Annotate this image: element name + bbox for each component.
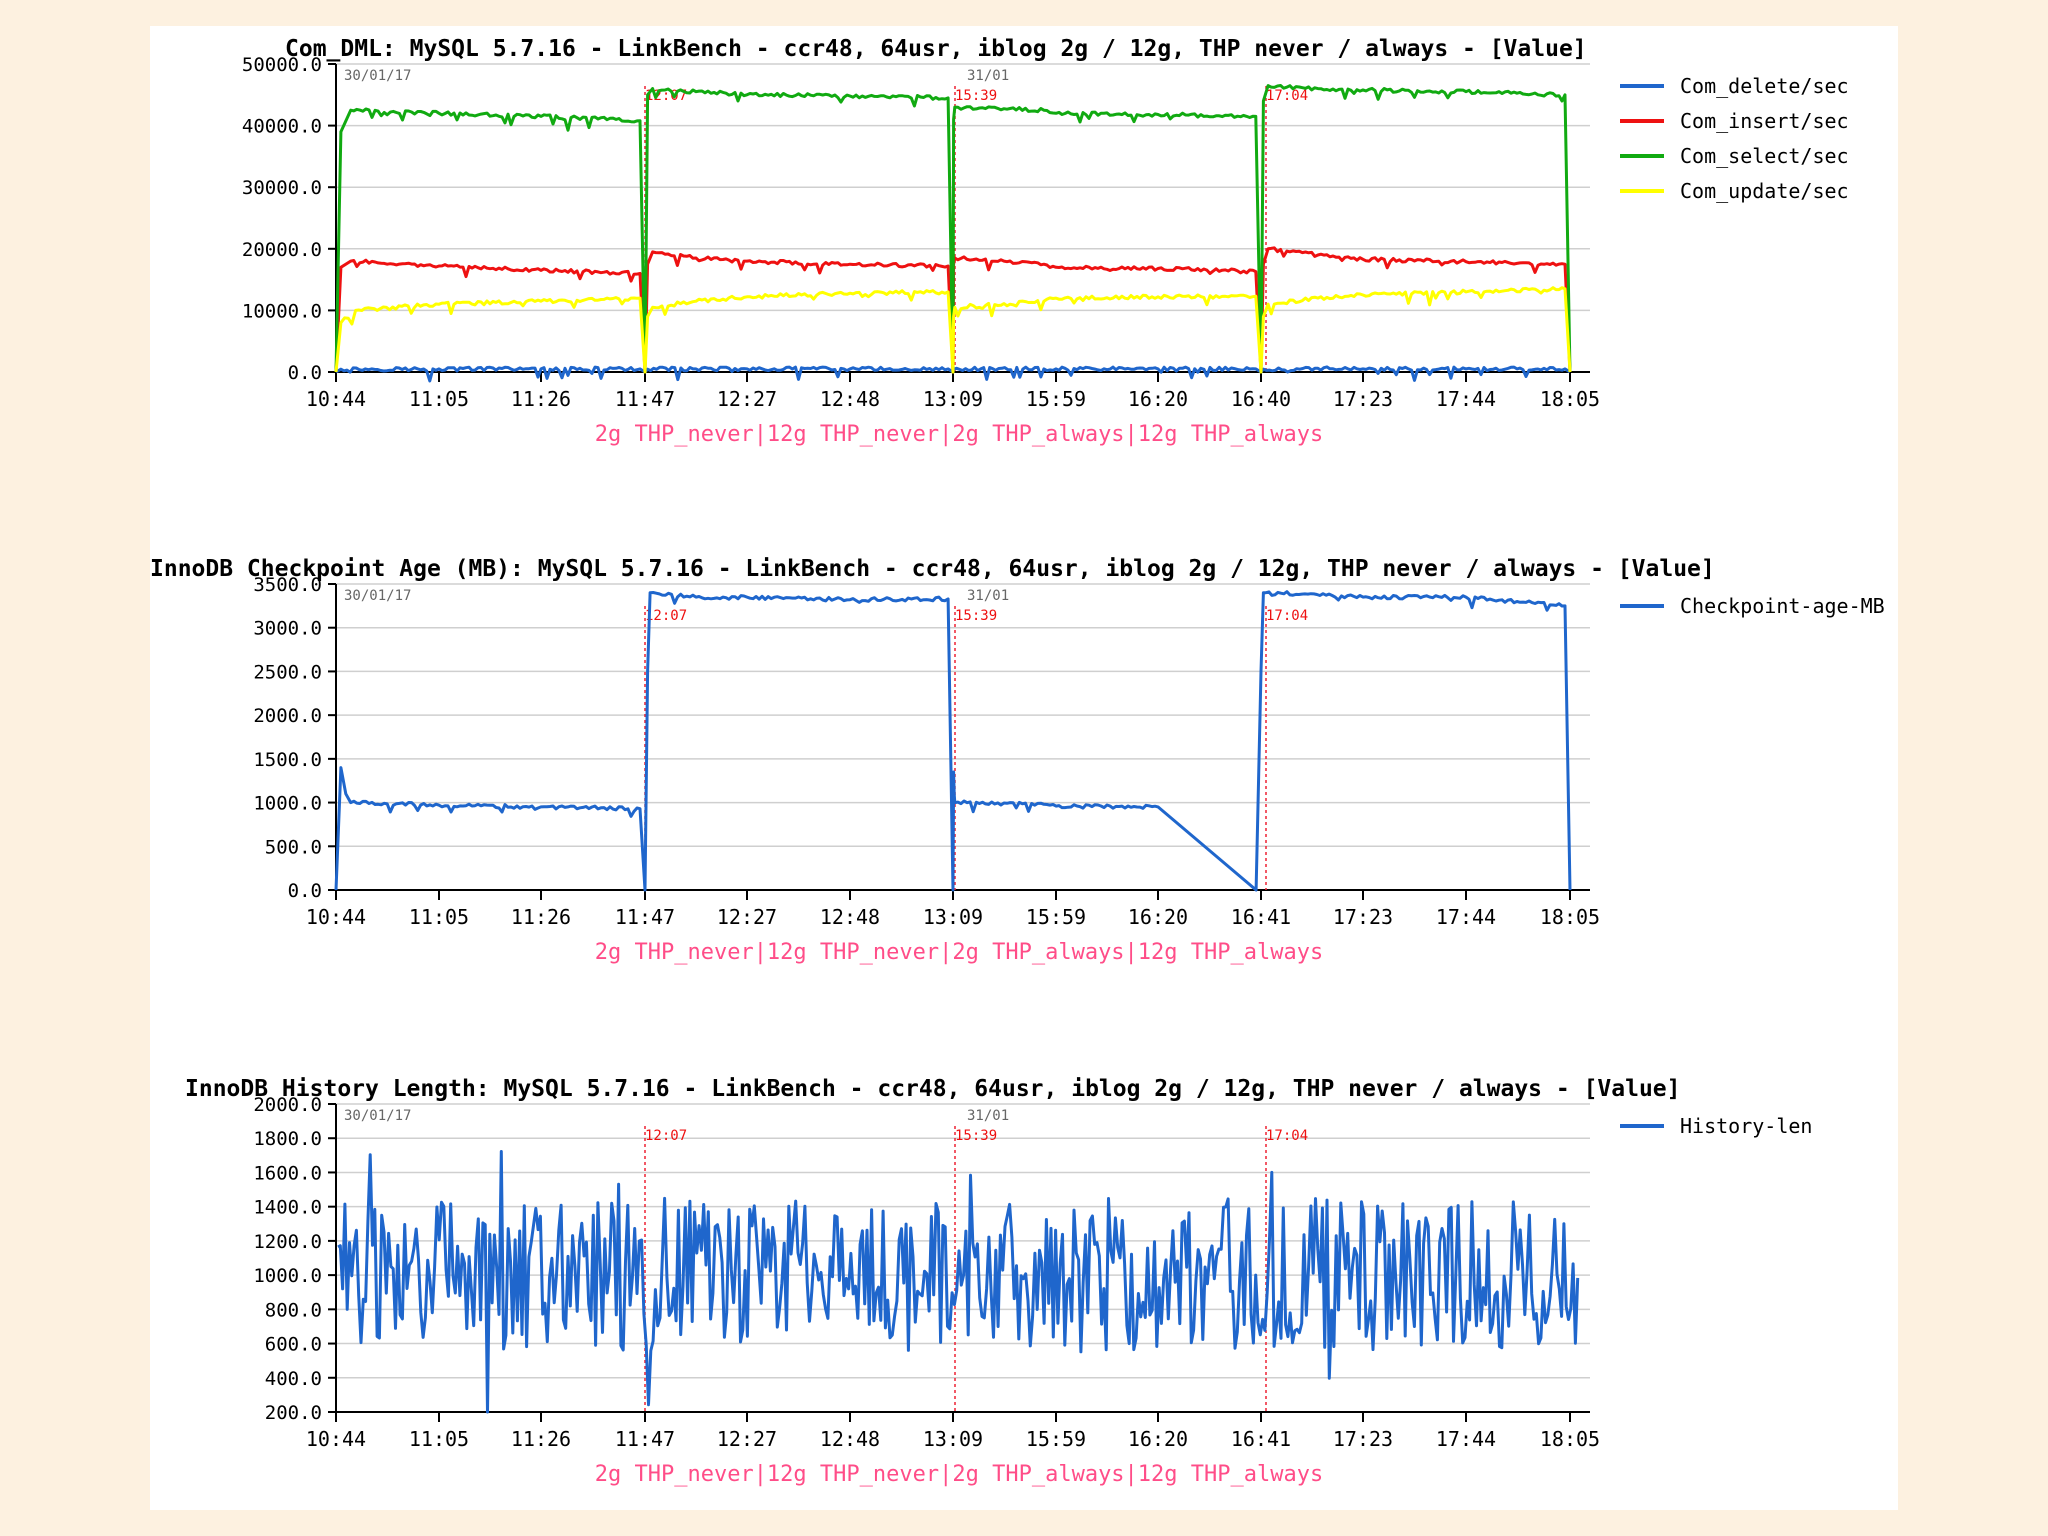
date-label: 31/01: [967, 588, 1009, 604]
chart-title: Com_DML: MySQL 5.7.16 - LinkBench - ccr4…: [285, 36, 1587, 62]
y-tick-label: 200.0: [265, 1402, 322, 1424]
date-label: 30/01/17: [344, 1108, 411, 1124]
chart-sheet: Com_DML: MySQL 5.7.16 - LinkBench - ccr4…: [150, 26, 1898, 1510]
y-tick-label: 2000.0: [253, 1094, 322, 1116]
date-label: 30/01/17: [344, 588, 411, 604]
y-tick-label: 0.0: [288, 362, 322, 384]
x-tick-label: 12:27: [717, 1427, 777, 1451]
y-tick-label: 1200.0: [253, 1231, 322, 1253]
x-tick-label: 17:23: [1333, 905, 1393, 929]
x-tick-label: 18:05: [1540, 387, 1600, 411]
x-tick-label: 11:47: [615, 905, 675, 929]
legend-label: Com_update/sec: [1680, 179, 1849, 203]
chart-title: InnoDB History Length: MySQL 5.7.16 - Li…: [185, 1076, 1681, 1102]
x-tick-label: 12:48: [820, 387, 880, 411]
series-line-History-len: [337, 1150, 1580, 1414]
x-tick-label: 17:23: [1333, 387, 1393, 411]
x-tick-label: 12:27: [717, 905, 777, 929]
legend-label: History-len: [1680, 1114, 1812, 1138]
y-tick-label: 0.0: [288, 880, 322, 902]
run-marker-label: 17:04: [1266, 88, 1308, 104]
x-tick-label: 12:48: [820, 1427, 880, 1451]
x-tick-label: 12:48: [820, 905, 880, 929]
phase-label: 2g THP_never|12g THP_never|2g THP_always…: [595, 422, 1323, 447]
y-tick-label: 400.0: [265, 1368, 322, 1390]
x-tick-label: 16:41: [1231, 1427, 1291, 1451]
x-tick-label: 13:09: [923, 905, 983, 929]
date-label: 30/01/17: [344, 68, 411, 84]
x-tick-label: 17:23: [1333, 1427, 1393, 1451]
y-tick-label: 40000.0: [242, 116, 322, 138]
x-tick-label: 18:05: [1540, 1427, 1600, 1451]
date-label: 31/01: [967, 68, 1009, 84]
date-label: 31/01: [967, 1108, 1009, 1124]
series-line-Com_update/sec: [334, 286, 1572, 374]
x-tick-label: 17:44: [1436, 905, 1496, 929]
legend-label: Com_select/sec: [1680, 144, 1849, 168]
phase-label: 2g THP_never|12g THP_never|2g THP_always…: [595, 940, 1323, 965]
x-tick-label: 13:09: [923, 387, 983, 411]
x-tick-label: 18:05: [1540, 905, 1600, 929]
x-tick-label: 17:44: [1436, 1427, 1496, 1451]
run-marker-label: 15:39: [955, 88, 997, 104]
legend-label: Com_delete/sec: [1680, 74, 1849, 98]
y-tick-label: 30000.0: [242, 177, 322, 199]
y-tick-label: 50000.0: [242, 54, 322, 76]
x-tick-label: 16:41: [1231, 905, 1291, 929]
x-tick-label: 13:09: [923, 1427, 983, 1451]
y-tick-label: 10000.0: [242, 300, 322, 322]
y-tick-label: 2000.0: [253, 705, 322, 727]
phase-label: 2g THP_never|12g THP_never|2g THP_always…: [595, 1462, 1323, 1487]
y-tick-label: 600.0: [265, 1334, 322, 1356]
y-tick-label: 1600.0: [253, 1162, 322, 1184]
x-tick-label: 11:05: [409, 905, 469, 929]
series-line-Checkpoint-age-MB: [334, 590, 1572, 892]
series-line-Com_insert/sec: [334, 246, 1572, 374]
run-marker-label: 12:07: [645, 608, 687, 624]
run-marker-label: 15:39: [955, 608, 997, 624]
x-tick-label: 17:44: [1436, 387, 1496, 411]
x-tick-label: 11:05: [409, 1427, 469, 1451]
y-tick-label: 800.0: [265, 1299, 322, 1321]
run-marker-label: 17:04: [1266, 1128, 1308, 1144]
x-tick-label: 12:27: [717, 387, 777, 411]
legend-label: Checkpoint-age-MB: [1680, 594, 1885, 618]
x-tick-label: 11:05: [409, 387, 469, 411]
run-marker-label: 12:07: [645, 1128, 687, 1144]
x-tick-label: 16:20: [1128, 387, 1188, 411]
x-tick-label: 16:40: [1231, 387, 1291, 411]
chart-panels: Com_DML: MySQL 5.7.16 - LinkBench - ccr4…: [150, 36, 1885, 1487]
x-tick-label: 16:20: [1128, 1427, 1188, 1451]
run-marker-label: 17:04: [1266, 608, 1308, 624]
x-tick-label: 11:26: [511, 1427, 571, 1451]
x-tick-label: 11:26: [511, 905, 571, 929]
y-tick-label: 3500.0: [253, 574, 322, 596]
y-tick-label: 500.0: [265, 836, 322, 858]
run-marker-label: 15:39: [955, 1128, 997, 1144]
x-tick-label: 10:44: [306, 1427, 366, 1451]
y-tick-label: 1400.0: [253, 1197, 322, 1219]
y-tick-label: 1800.0: [253, 1128, 322, 1150]
x-tick-label: 10:44: [306, 387, 366, 411]
series-line-Com_select/sec: [334, 84, 1572, 374]
chart-title: InnoDB Checkpoint Age (MB): MySQL 5.7.16…: [150, 556, 1715, 582]
x-tick-label: 15:59: [1026, 387, 1086, 411]
y-tick-label: 1000.0: [253, 1265, 322, 1287]
y-tick-label: 3000.0: [253, 618, 322, 640]
x-tick-label: 11:26: [511, 387, 571, 411]
x-tick-label: 11:47: [615, 387, 675, 411]
legend-label: Com_insert/sec: [1680, 109, 1849, 133]
x-tick-label: 15:59: [1026, 1427, 1086, 1451]
x-tick-label: 15:59: [1026, 905, 1086, 929]
x-tick-label: 16:20: [1128, 905, 1188, 929]
y-tick-label: 1500.0: [253, 749, 322, 771]
x-tick-label: 10:44: [306, 905, 366, 929]
y-tick-label: 20000.0: [242, 239, 322, 261]
x-tick-label: 11:47: [615, 1427, 675, 1451]
y-tick-label: 2500.0: [253, 661, 322, 683]
y-tick-label: 1000.0: [253, 793, 322, 815]
